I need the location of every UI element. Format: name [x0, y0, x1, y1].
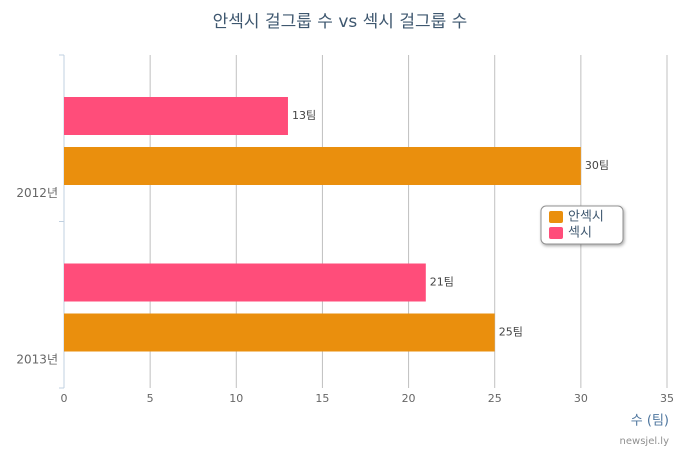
bar: [64, 313, 495, 352]
x-axis-title: 수 (팀): [631, 414, 669, 429]
value-label: 13팀: [292, 109, 316, 122]
x-tick-label: 35: [660, 392, 674, 405]
value-label: 30팀: [585, 159, 609, 172]
x-tick-label: 30: [574, 392, 588, 405]
bar: [64, 97, 288, 135]
value-label: 25팀: [499, 326, 523, 339]
bar: [64, 147, 581, 185]
legend-swatch: [549, 227, 563, 239]
x-tick-label: 20: [402, 392, 416, 405]
x-tick-label: 15: [315, 392, 329, 405]
legend-label: 섹시: [568, 226, 592, 241]
x-tick-label: 10: [229, 392, 243, 405]
credit: newsjel.ly: [620, 436, 670, 447]
legend-swatch: [549, 211, 563, 223]
y-tick-label: 2012년: [16, 186, 58, 200]
x-tick-label: 0: [61, 392, 68, 405]
chart-title: 안섹시 걸그룹 수 vs 섹시 걸그룹 수: [213, 12, 468, 32]
bar: [64, 263, 426, 302]
legend-label: 안섹시: [568, 210, 604, 225]
x-tick-label: 5: [147, 392, 154, 405]
x-tick-label: 25: [488, 392, 502, 405]
y-tick-label: 2013년: [16, 352, 58, 366]
value-label: 21팀: [430, 276, 454, 289]
